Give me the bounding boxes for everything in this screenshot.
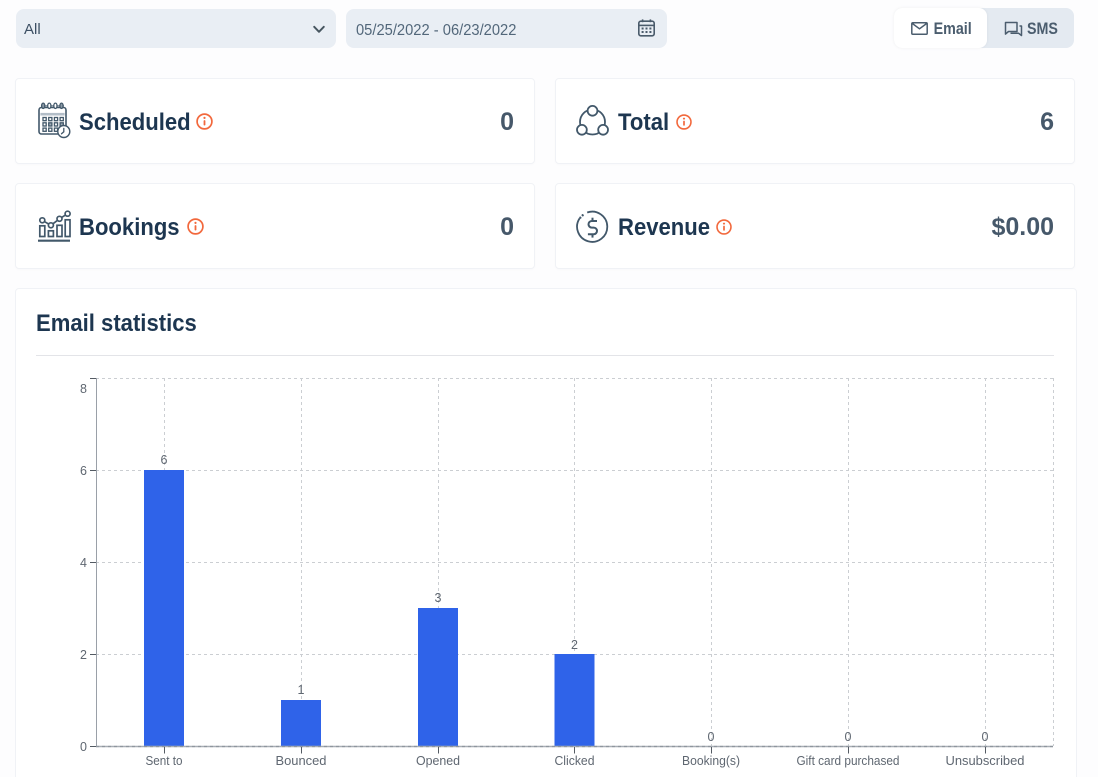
svg-text:Unsubscribed: Unsubscribed — [946, 754, 1025, 768]
svg-text:6: 6 — [80, 464, 87, 478]
svg-text:Clicked: Clicked — [555, 754, 595, 768]
svg-text:1: 1 — [298, 683, 305, 697]
svg-text:0: 0 — [80, 740, 87, 754]
svg-text:2: 2 — [571, 638, 578, 652]
svg-text:3: 3 — [435, 591, 442, 605]
svg-text:4: 4 — [80, 556, 87, 570]
svg-text:0: 0 — [982, 730, 989, 744]
svg-text:Booking(s): Booking(s) — [682, 754, 740, 768]
svg-text:6: 6 — [161, 453, 168, 467]
svg-text:Opened: Opened — [416, 754, 460, 768]
svg-text:Sent to: Sent to — [146, 754, 183, 768]
svg-text:2: 2 — [80, 648, 87, 662]
svg-text:Bounced: Bounced — [276, 754, 327, 768]
svg-text:0: 0 — [845, 730, 852, 744]
svg-text:8: 8 — [80, 382, 87, 396]
svg-text:0: 0 — [708, 730, 715, 744]
svg-text:Gift card purchased: Gift card purchased — [797, 754, 900, 768]
